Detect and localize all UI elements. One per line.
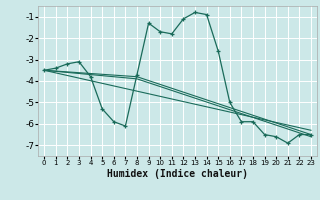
X-axis label: Humidex (Indice chaleur): Humidex (Indice chaleur)	[107, 169, 248, 179]
